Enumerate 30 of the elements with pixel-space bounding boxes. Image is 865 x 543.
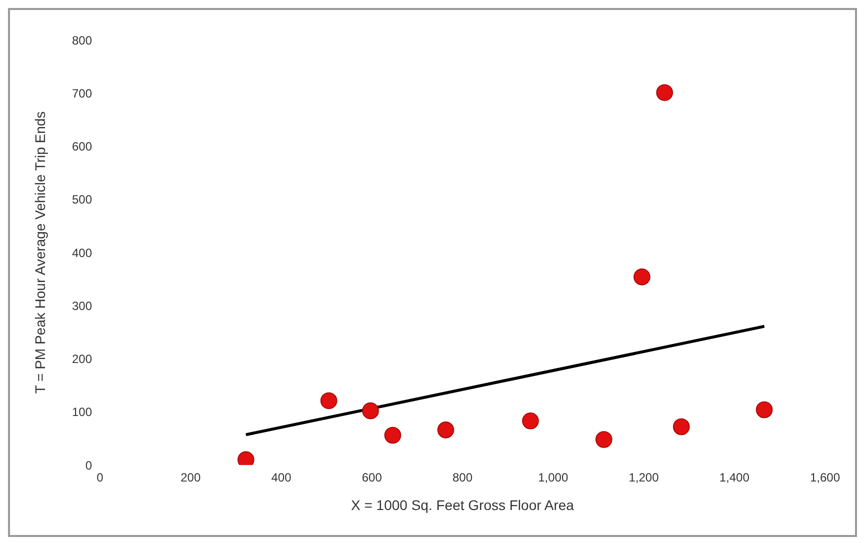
point (595, 431, 612, 448)
point (384, 426, 402, 444)
y-tick-label: 0 (85, 458, 92, 472)
y-tick-label: 700 (72, 86, 92, 100)
y-tick-label: 800 (72, 33, 92, 48)
point (437, 422, 454, 438)
x-tick-label: 400 (271, 470, 292, 485)
y-tick-label: 200 (72, 352, 92, 366)
y-tick-label: 600 (72, 140, 92, 154)
point (634, 268, 650, 286)
x-tick-label: 1,600 (810, 470, 840, 485)
x-axis-title: X = 1000 Sq. Feet Gross Floor Area (351, 497, 574, 513)
point (320, 392, 338, 410)
y-tick-label: 100 (72, 405, 92, 420)
x-tick-label: 800 (452, 470, 473, 485)
y-tick-label: 500 (72, 192, 92, 207)
x-tick-label: 0 (96, 470, 104, 485)
point (656, 84, 673, 101)
y-tick-label: 400 (72, 246, 92, 260)
point (672, 418, 690, 436)
x-tick-label: 1,000 (538, 470, 568, 485)
y-tick-label: 300 (72, 298, 92, 313)
point (362, 402, 379, 420)
point (756, 401, 773, 418)
x-tick-label: 1,400 (719, 470, 750, 485)
y-axis-title: T = PM Peak Hour Average Vehicle Trip Ends (32, 111, 48, 394)
x-tick-label: 1,200 (628, 470, 660, 485)
x-tick-label: 200 (180, 470, 201, 485)
x-tick-label: 600 (362, 470, 382, 485)
point (522, 412, 539, 430)
